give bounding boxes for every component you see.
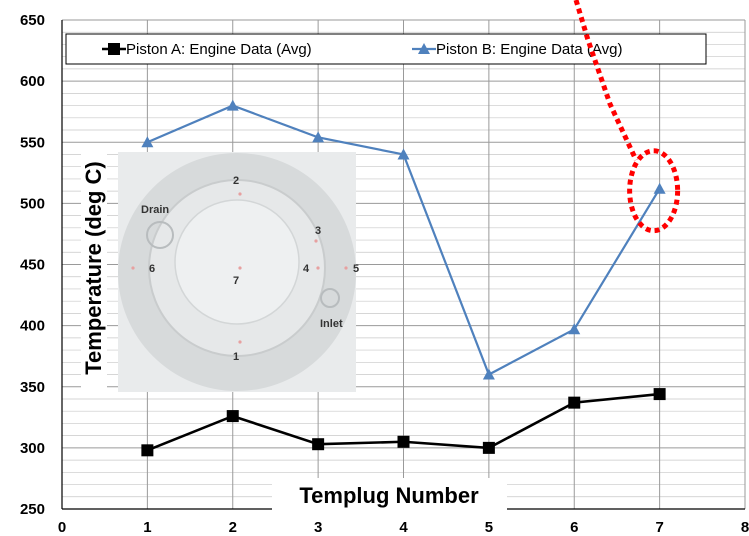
inset-label: 5 <box>353 263 359 275</box>
data-point-triangle <box>141 136 154 148</box>
inset-label: Drain <box>141 204 169 216</box>
templug-dot <box>131 266 135 270</box>
data-point-square <box>312 438 325 451</box>
inlet-valve-pocket <box>320 288 340 308</box>
legend-marker-triangle <box>418 43 430 54</box>
data-point-square <box>141 444 154 457</box>
x-tick-label: 3 <box>314 519 322 536</box>
legend: Piston A: Engine Data (Avg) Piston B: Eng… <box>65 33 707 65</box>
data-point-triangle <box>568 323 581 335</box>
y-tick-label: 500 <box>20 195 45 212</box>
y-tick-label: 400 <box>20 318 45 335</box>
y-axis-label-bg <box>81 143 107 393</box>
templug-dot <box>238 266 242 270</box>
data-point-triangle <box>397 148 410 160</box>
y-tick-label: 600 <box>20 73 45 90</box>
x-tick-label: 0 <box>58 519 66 536</box>
inset-labels: Drain Inlet 1 2 3 4 5 6 7 <box>131 175 359 363</box>
data-point-triangle <box>482 368 495 380</box>
x-tick-label: 5 <box>485 519 493 536</box>
templug-dot <box>314 239 318 243</box>
inset-label: 3 <box>315 225 321 237</box>
data-point-triangle <box>653 182 666 194</box>
legend-items: Piston A: Engine Data (Avg) Piston B: Eng… <box>102 41 623 58</box>
data-point-square <box>226 410 239 423</box>
y-tick-label: 650 <box>20 12 45 29</box>
y-axis-label: Temperature (deg C) <box>81 161 106 375</box>
inset-label: 1 <box>233 351 239 363</box>
highlight-arrow-line <box>573 0 639 162</box>
legend-label: Piston B: Engine Data (Avg) <box>436 41 623 58</box>
y-tick-label: 450 <box>20 257 45 274</box>
inset-label: 6 <box>149 263 155 275</box>
x-axis-label: Templug Number <box>299 483 479 508</box>
templug-dot <box>238 192 242 196</box>
x-tick-label: 2 <box>229 519 237 536</box>
templug-dot <box>316 266 320 270</box>
series-markers <box>141 99 666 457</box>
data-point-square <box>397 435 410 448</box>
y-axis-label-group: Temperature (deg C) <box>81 143 107 393</box>
y-tick-label: 300 <box>20 440 45 457</box>
x-axis-label-bg <box>272 478 507 510</box>
highlight-annotation <box>573 0 681 234</box>
x-tick-labels: 0 1 2 3 4 5 6 7 8 <box>58 519 749 536</box>
y-tick-label: 250 <box>20 501 45 518</box>
y-tick-label: 550 <box>20 134 45 151</box>
inset-label: 4 <box>303 263 310 275</box>
x-tick-label: 8 <box>741 519 749 536</box>
legend-marker-square <box>108 43 120 55</box>
data-point-triangle <box>226 99 239 111</box>
drain-valve-pocket <box>146 221 174 249</box>
templug-dot <box>344 266 348 270</box>
inset-label: 7 <box>233 275 239 287</box>
highlight-ellipse <box>627 148 681 234</box>
legend-box <box>65 33 707 65</box>
x-tick-label: 7 <box>655 519 663 536</box>
y-tick-label: 350 <box>20 379 45 396</box>
x-tick-label: 6 <box>570 519 578 536</box>
x-tick-label: 1 <box>143 519 151 536</box>
templug-dot <box>238 340 242 344</box>
data-point-triangle <box>312 131 325 143</box>
y-tick-labels: 250 300 350 400 450 500 550 600 650 <box>20 12 45 518</box>
piston-center <box>174 199 300 325</box>
legend-label: Piston A: Engine Data (Avg) <box>126 41 312 58</box>
data-point-square <box>568 396 581 409</box>
data-point-square <box>653 388 666 401</box>
inset-label: Inlet <box>320 318 343 330</box>
inset-label: 2 <box>233 175 239 187</box>
data-point-square <box>482 441 495 454</box>
x-tick-label: 4 <box>399 519 408 536</box>
piston-inset-image: Drain Inlet 1 2 3 4 5 6 7 <box>118 152 359 392</box>
